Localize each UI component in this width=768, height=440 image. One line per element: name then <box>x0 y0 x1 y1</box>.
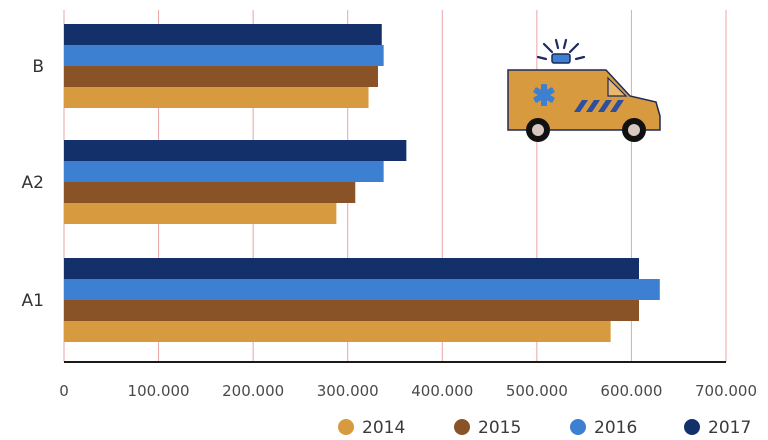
legend-label: 2016 <box>594 418 637 438</box>
x-tick-label: 700.000 <box>695 382 757 400</box>
ambulance-icon <box>507 38 661 142</box>
legend-marker <box>684 419 700 435</box>
legend-marker <box>338 419 354 435</box>
bar-a1-2017 <box>64 258 639 279</box>
legend-label: 2014 <box>362 418 405 438</box>
bar-a2-2017 <box>64 140 407 161</box>
bar-b-2014 <box>64 87 369 108</box>
legend-label: 2017 <box>708 418 751 438</box>
category-labels: B A2 A1 <box>22 57 44 311</box>
legend-marker <box>454 419 470 435</box>
bar-series <box>64 24 660 342</box>
x-tick-label: 100.000 <box>128 382 190 400</box>
category-label: A2 <box>22 173 44 193</box>
legend-label: 2015 <box>478 418 521 438</box>
x-tick-label: 300.000 <box>317 382 379 400</box>
bar-b-2017 <box>64 24 382 45</box>
x-tick-label: 500.000 <box>506 382 568 400</box>
bar-a2-2014 <box>64 203 337 224</box>
legend-marker <box>570 419 586 435</box>
x-tick-label: 600.000 <box>600 382 662 400</box>
x-tick-label: 400.000 <box>411 382 473 400</box>
bar-a2-2015 <box>64 182 356 203</box>
bar-b-2016 <box>64 45 384 66</box>
bar-a1-2014 <box>64 321 611 342</box>
bar-b-2015 <box>64 66 378 87</box>
bar-a1-2015 <box>64 300 639 321</box>
category-label: B <box>32 57 44 77</box>
x-tick-label: 200.000 <box>222 382 284 400</box>
x-tick-label: 0 <box>59 382 69 400</box>
bar-a1-2016 <box>64 279 660 300</box>
x-tick-labels: 0 100.000 200.000 300.000 400.000 500.000 600.… <box>59 382 757 400</box>
legend: 2014 2015 2016 2017 <box>338 418 751 438</box>
category-label: A1 <box>22 291 44 311</box>
bar-a2-2016 <box>64 161 384 182</box>
